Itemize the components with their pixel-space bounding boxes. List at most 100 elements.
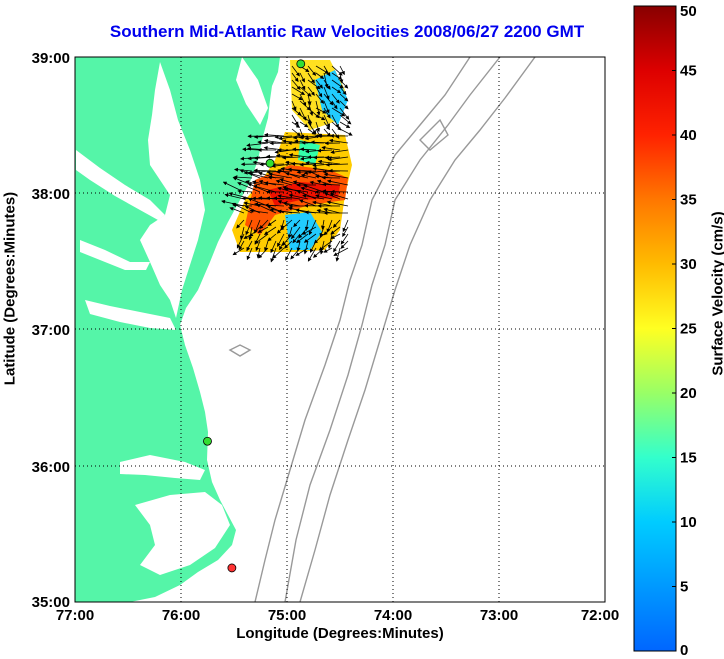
velocity-vector [318,240,333,251]
velocity-vector [249,226,261,237]
velocity-vector [236,219,245,229]
velocity-vector [315,72,325,79]
velocity-vector [331,107,346,117]
y-tick-label: 35:00 [32,594,70,611]
velocity-vector [323,72,329,89]
colorbar-tick-label: 25 [680,321,697,338]
velocity-vector [331,114,339,129]
velocity-vector [323,121,330,131]
x-tick-label: 75:00 [268,607,306,624]
velocity-vector [323,207,341,214]
x-tick-label: 74:00 [374,607,412,624]
velocity-vector [255,240,261,252]
velocity-vector [299,86,312,97]
velocity-vector [266,154,285,159]
velocity-vector [224,193,245,200]
colorbar-tick-label: 30 [680,256,697,273]
velocity-vector [295,247,309,256]
velocity-vector [326,200,349,207]
velocity-vector [323,65,331,77]
velocity-vector [233,175,253,180]
velocity-vector [339,93,349,102]
colorbar-label: Surface Velocity (cm/s) [709,211,724,376]
velocity-vector [267,175,285,180]
velocity-vector [246,247,253,261]
velocity-vector [307,65,317,76]
velocity-vector [331,93,340,104]
radar-station-marker [296,59,306,69]
velocity-vector [290,247,301,260]
radar-station-marker [265,158,275,168]
velocity-vector [236,233,245,249]
velocity-vector [282,233,293,247]
velocity-vector [342,226,349,237]
velocity-vector [315,93,325,104]
grid-lines [75,57,605,602]
velocity-vector [277,233,285,248]
velocity-vector [247,183,269,193]
velocity-vector [276,226,285,234]
plot-frame [74,56,606,603]
velocity-vector [339,128,353,136]
velocity-vector [231,202,253,214]
velocity-vector [323,226,333,236]
velocity-vector [340,233,349,245]
velocity-vector [291,100,297,111]
velocity-vector [232,247,245,256]
colorbar-tick-label: 0 [680,642,688,659]
velocity-vector [330,149,349,155]
velocity-vector [315,100,321,116]
velocity-vector [296,240,301,252]
velocity-vector [279,240,285,251]
velocity-vector [263,138,285,144]
velocity-vector [331,121,342,131]
velocity-vector [281,155,301,160]
velocity-vector [288,193,309,200]
velocity-vector [264,240,269,252]
colorbar [633,5,677,652]
velocity-vector [291,79,301,91]
velocity-vector [307,93,312,106]
velocity-vector [321,145,341,151]
colorbar-tick-label: 20 [680,385,697,402]
velocity-vector [320,219,325,230]
velocity-vector [302,193,325,200]
velocity-vector [331,128,340,139]
y-tick-label: 39:00 [32,50,70,67]
velocity-vector [308,219,317,236]
velocity-vector [319,226,325,238]
velocity-vector [339,79,349,89]
x-tick-labels: 77:00 76:00 75:00 74:00 73:00 72:00 [56,607,619,624]
velocity-vector [263,226,277,235]
velocity-vector [331,72,343,80]
velocity-vector [229,207,245,214]
x-tick-label: 76:00 [162,607,200,624]
velocity-vector [307,128,316,135]
velocity-vector [291,65,300,77]
velocity-vector [330,233,341,239]
velocity-vector [340,240,349,249]
velocity-vector [267,219,277,227]
velocity-vector [275,179,293,186]
velocity-vector [339,114,352,125]
bathymetry-contours [228,57,536,602]
velocity-vector [307,72,315,84]
velocity-vector [323,79,331,90]
radar-stations [203,59,306,573]
velocity-vector [315,65,329,74]
velocity-vector [331,100,338,110]
velocity-vector [313,247,325,258]
velocity-vector [333,247,349,256]
velocity-vector [332,219,341,228]
velocity-vector [291,114,299,126]
colorbar-tick-label: 45 [680,63,697,80]
velocity-vector [299,72,305,83]
velocity-vector [299,121,309,128]
velocity-vector [246,240,253,252]
velocity-vector [264,181,285,186]
velocity-vector [339,65,345,76]
velocity-vector [323,247,333,253]
velocity-vector [258,247,269,259]
velocity-vector [300,173,317,179]
velocity-vector [322,182,341,187]
